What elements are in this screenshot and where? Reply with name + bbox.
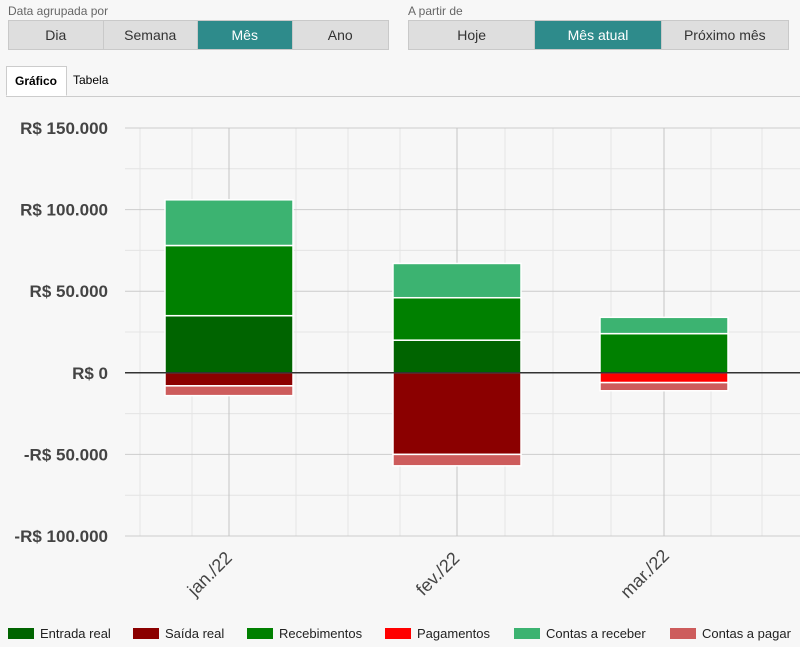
starting-from-label: A partir de [408,4,463,18]
bar-segment [164,372,294,387]
legend-label: Entrada real [40,626,111,641]
bar-segment [599,316,729,335]
grouped-by-group: Data agrupada por Dia Semana Mês Ano [8,4,389,50]
legend-swatch [514,628,540,639]
legend-label: Contas a receber [546,626,646,641]
legend-item[interactable]: Recebimentos [247,626,362,641]
bar-segment [392,262,522,299]
bar-segment [164,199,294,247]
legend-item[interactable]: Contas a pagar [670,626,791,641]
starting-from-option-hoje[interactable]: Hoje [409,21,536,49]
legend-swatch [8,628,34,639]
legend-item[interactable]: Saída real [133,626,224,641]
tab-chart[interactable]: Gráfico [6,66,67,96]
y-tick-label: R$ 50.000 [30,282,108,301]
x-tick-label: mar./22 [616,545,673,602]
bar-segment [599,332,729,374]
starting-from-option-proximo-mes[interactable]: Próximo mês [661,21,788,49]
bar-segment [164,244,294,317]
legend-swatch [247,628,273,639]
legend-item[interactable]: Entrada real [8,626,111,641]
x-tick-label: fev./22 [412,548,463,599]
bar-segment [392,372,522,456]
grouped-by-option-ano[interactable]: Ano [292,21,388,49]
grouped-by-label: Data agrupada por [8,4,109,18]
grouped-by-option-dia[interactable]: Dia [9,21,104,49]
bar-segment [164,314,294,374]
chart-legend: Entrada real Saída real Recebimentos Pagame… [0,626,800,644]
y-tick-label: -R$ 50.000 [24,445,108,464]
y-tick-label: R$ 100.000 [20,201,108,220]
legend-label: Saída real [165,626,225,641]
grouped-by-option-mes[interactable]: Mês [198,21,293,49]
starting-from-option-mes-atual[interactable]: Mês atual [535,21,662,49]
x-tick-label: jan./22 [183,548,236,601]
bar-segment [392,339,522,374]
bar-segment [392,296,522,341]
y-tick-label: R$ 0 [72,364,108,383]
legend-label: Contas a pagar [702,626,791,641]
legend-swatch [670,628,696,639]
view-tabs: Gráfico Tabela [6,66,800,97]
y-tick-label: R$ 150.000 [20,119,108,138]
starting-from-group: A partir de Hoje Mês atual Próximo mês [408,4,789,50]
grouped-by-segmented-control: Dia Semana Mês Ano [8,20,389,50]
bar-segment [392,453,522,467]
legend-swatch [133,628,159,639]
legend-swatch [385,628,411,639]
legend-label: Pagamentos [417,626,490,641]
legend-label: Recebimentos [279,626,363,641]
grouped-by-option-semana[interactable]: Semana [103,21,198,49]
bar-segment [164,385,294,397]
y-tick-label: -R$ 100.000 [14,527,108,546]
stacked-bar-chart: R$ 150.000 R$ 100.000 R$ 50.000 R$ 0 -R$ 50.… [14,119,800,602]
bar-segment [599,381,729,392]
legend-item[interactable]: Contas a receber [514,626,646,641]
tab-table[interactable]: Tabela [73,73,109,87]
legend-item[interactable]: Pagamentos [385,626,490,641]
bar-segment [599,372,729,384]
starting-from-segmented-control: Hoje Mês atual Próximo mês [408,20,789,50]
